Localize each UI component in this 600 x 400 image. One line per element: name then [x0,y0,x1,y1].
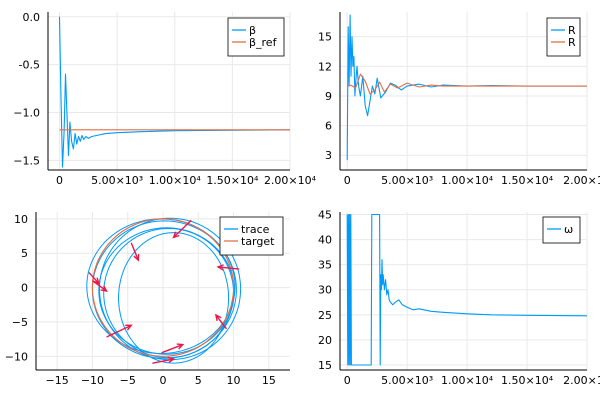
y-tick-label: 20 [318,334,332,347]
y-tick-label: 0.0 [23,11,41,24]
y-tick-label: 6 [325,120,332,133]
x-tick-label: 0 [160,374,167,387]
x-tick-label: 15 [262,374,276,387]
y-tick-label: 0 [21,282,28,295]
y-tick-label: 40 [318,234,332,247]
legend-box [219,216,284,256]
arrow-head [216,264,224,271]
trace-loop-4 [98,217,242,361]
y-tick-label: 10 [14,213,28,226]
x-tick-label: 0 [56,174,63,187]
y-tick-label: 12 [318,60,332,73]
legend: ββ_ref [227,17,285,57]
legend-label: β_ref [249,36,278,49]
y-tick-label: 15 [318,31,332,44]
x-tick-label: 5.00×10³ [381,174,433,187]
target-circle [91,218,235,357]
x-tick-label: 5.00×10³ [381,374,433,387]
chart-panel-bottom-right: 0 5.00×10³ 1.00×10⁴ 1.50×10⁴ 2.00×10 45 40 35 30… [318,209,600,387]
y-tick-label: −1.0 [13,107,40,120]
legend: ω [542,216,581,244]
series-line-1 [347,73,587,95]
arrow-head [133,254,140,262]
x-tick-label: −5 [120,374,136,387]
series-line-0 [346,213,587,366]
arrow-head [125,324,133,331]
x-tick-label: −15 [46,374,69,387]
x-tick-label: 2.00×10 [563,374,600,387]
x-tick-label: 10 [227,374,241,387]
arrow-shaft [106,324,132,338]
x-tick-label: 0 [344,374,351,387]
arrow-head [167,356,176,364]
x-tick-label: 2.00×10 [563,174,600,187]
y-tick-label: 5 [21,247,28,260]
arrow-shaft [217,266,240,270]
plot-area [86,217,242,364]
legend-box [546,17,581,57]
x-tick-label: 5 [195,374,202,387]
arrow-head [176,343,185,350]
y-tick-label: 15 [318,359,332,372]
arrow-shaft [173,219,192,238]
legend-label: R [568,36,576,49]
legend-label: R [568,24,576,37]
x-tick-label: 1.00×10⁴ [441,174,494,187]
x-tick-label: 0 [344,174,351,187]
x-tick-label: 1.50×10⁴ [501,374,554,387]
legend-label: β [249,24,256,37]
y-tick-label: −10 [5,350,28,363]
x-tick-label: −10 [81,374,104,387]
chart-panel-top-right: 0 5.00×10³ 1.00×10⁴ 1.50×10⁴ 2.00×10 3 6 9 12 15 R… [318,12,600,187]
arrow-shaft [152,358,174,364]
y-tick-label: 30 [318,284,332,297]
plot-area [58,16,290,168]
y-tick-label: -0.5 [19,59,40,72]
legend-label: trace [241,223,270,236]
trace-loop-2 [103,227,235,359]
arrow-shaft [161,343,184,354]
y-tick-label: 45 [318,209,332,222]
legend-label: ω [564,223,573,236]
arrow-shaft [92,280,107,292]
legend-box [227,17,285,57]
y-tick-label: 3 [325,149,332,162]
plot-area [346,14,587,161]
arrow-shaft [215,314,228,330]
arrow-head [172,231,180,239]
x-tick-label: 2.00×10⁴ [264,174,317,187]
chart-panel-top-left: 0 5.00×10³ 1.00×10⁴ 1.50×10⁴ 2.00×10⁴ 0.0 -0.5… [13,11,316,187]
x-tick-label: 5.00×10³ [91,174,143,187]
arrow-shaft [88,271,100,284]
x-tick-label: 1.50×10⁴ [501,174,554,187]
legend: RR [546,17,581,57]
y-tick-label: 35 [318,259,332,272]
arrow-head [214,313,222,322]
series-line-0 [58,16,290,168]
arrow-head [100,285,108,292]
arrow-shaft [130,242,139,261]
y-tick-label: −5 [12,316,28,329]
x-tick-label: 1.00×10⁴ [149,174,202,187]
trace-loop-5 [117,232,230,364]
x-tick-label: 1.00×10⁴ [441,374,494,387]
x-tick-label: 1.50×10⁴ [206,174,259,187]
y-tick-label: 25 [318,309,332,322]
plot-area [346,213,587,366]
y-tick-label: 9 [325,90,332,103]
legend-box [542,216,581,244]
y-tick-label: −1.5 [13,154,40,167]
legend-label: target [241,235,275,248]
